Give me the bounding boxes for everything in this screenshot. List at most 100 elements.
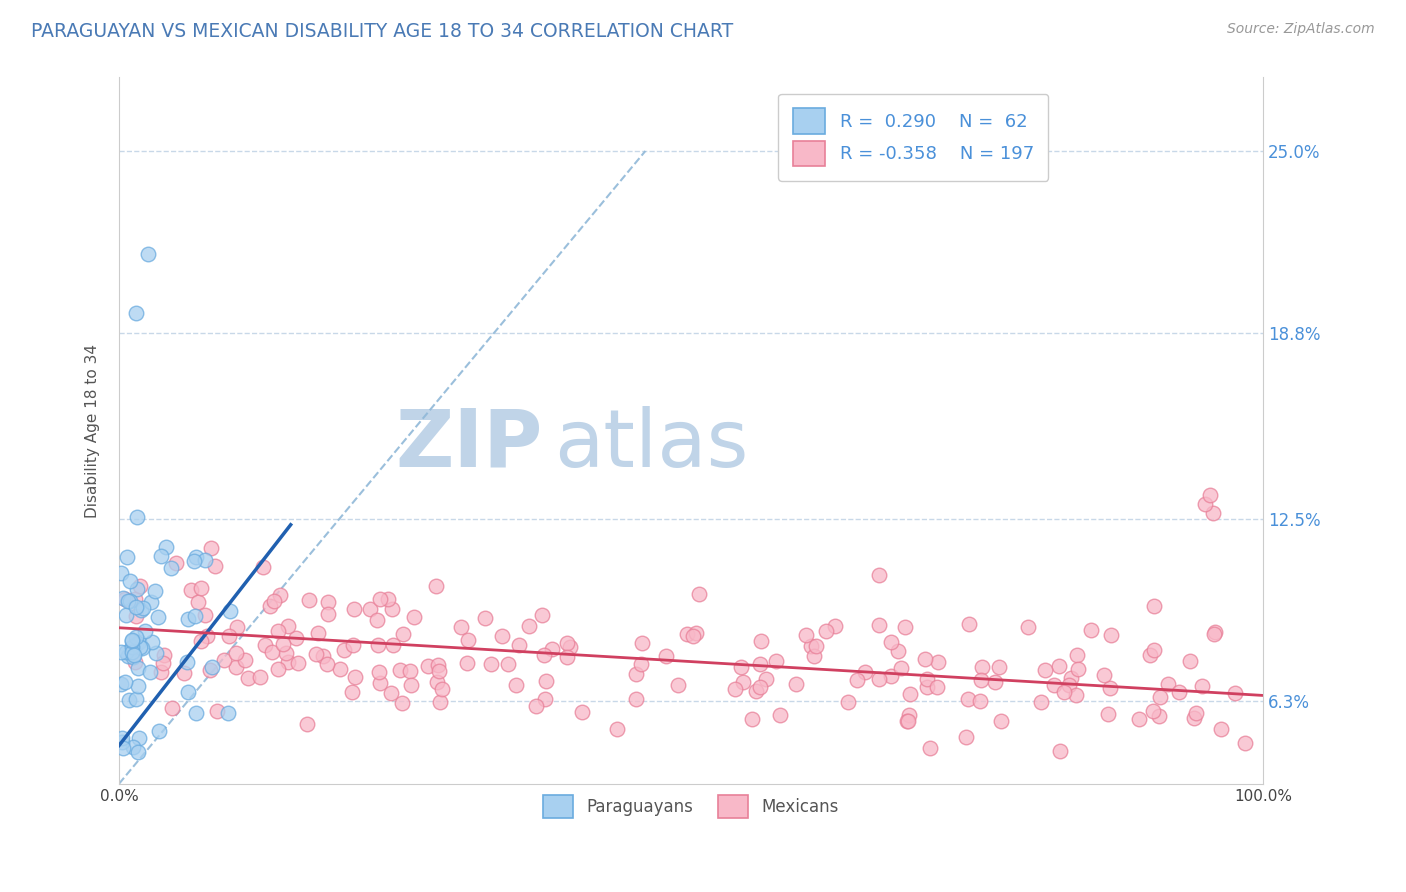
Point: [176, 655, 198, 669]
Point: [491, 629, 513, 643]
Point: [263, 594, 285, 608]
Point: [1080, 623, 1102, 637]
Point: [1042, 678, 1064, 692]
Point: [853, 665, 876, 679]
Point: [970, 673, 993, 688]
Point: [381, 602, 404, 616]
Point: [219, 604, 242, 618]
Point: [233, 653, 256, 667]
Point: [399, 664, 422, 678]
Point: [1143, 643, 1166, 657]
Point: [880, 669, 903, 683]
Point: [343, 602, 366, 616]
Point: [125, 306, 148, 320]
Point: [731, 675, 754, 690]
Point: [132, 600, 155, 615]
Point: [606, 722, 628, 736]
Point: [120, 574, 142, 588]
Point: [1185, 706, 1208, 721]
Point: [1097, 707, 1119, 722]
Point: [956, 691, 979, 706]
Point: [1199, 488, 1222, 502]
Point: [252, 560, 274, 574]
Text: ZIP: ZIP: [395, 406, 543, 483]
Point: [217, 706, 239, 720]
Point: [115, 645, 138, 659]
Point: [316, 607, 339, 622]
Point: [1143, 599, 1166, 613]
Point: [391, 696, 413, 710]
Point: [505, 678, 527, 692]
Point: [1033, 663, 1056, 677]
Point: [824, 618, 846, 632]
Point: [121, 649, 143, 664]
Point: [970, 660, 993, 674]
Point: [180, 582, 202, 597]
Point: [176, 612, 198, 626]
Point: [541, 641, 564, 656]
Point: [769, 708, 792, 723]
Point: [277, 655, 299, 669]
Point: [1066, 688, 1088, 702]
Point: [225, 619, 247, 633]
Point: [785, 677, 807, 691]
Point: [131, 640, 153, 655]
Point: [152, 656, 174, 670]
Point: [1098, 681, 1121, 695]
Text: PARAGUAYAN VS MEXICAN DISABILITY AGE 18 TO 34 CORRELATION CHART: PARAGUAYAN VS MEXICAN DISABILITY AGE 18 …: [31, 22, 733, 41]
Point: [112, 591, 135, 605]
Point: [128, 634, 150, 648]
Point: [305, 647, 328, 661]
Point: [1059, 678, 1081, 692]
Point: [110, 731, 132, 746]
Point: [307, 626, 329, 640]
Point: [165, 556, 187, 570]
Point: [127, 582, 149, 597]
Point: [225, 646, 247, 660]
Point: [1067, 661, 1090, 675]
Point: [118, 594, 141, 608]
Point: [1128, 712, 1150, 726]
Point: [868, 618, 890, 632]
Point: [450, 620, 472, 634]
Point: [1049, 744, 1071, 758]
Point: [117, 593, 139, 607]
Point: [457, 632, 479, 647]
Point: [392, 627, 415, 641]
Point: [959, 616, 981, 631]
Point: [896, 714, 918, 729]
Point: [267, 662, 290, 676]
Point: [630, 657, 652, 671]
Point: [381, 638, 404, 652]
Point: [1053, 685, 1076, 699]
Point: [530, 608, 553, 623]
Point: [748, 680, 770, 694]
Point: [160, 700, 183, 714]
Point: [688, 587, 710, 601]
Point: [249, 670, 271, 684]
Point: [269, 588, 291, 602]
Legend: Paraguayans, Mexicans: Paraguayans, Mexicans: [537, 788, 846, 825]
Point: [342, 638, 364, 652]
Point: [114, 607, 136, 622]
Point: [125, 599, 148, 614]
Point: [917, 681, 939, 695]
Point: [380, 686, 402, 700]
Point: [630, 636, 652, 650]
Point: [236, 671, 259, 685]
Point: [1234, 736, 1257, 750]
Point: [136, 247, 159, 261]
Point: [730, 660, 752, 674]
Point: [134, 624, 156, 638]
Point: [496, 657, 519, 672]
Point: [110, 566, 132, 581]
Point: [316, 657, 339, 672]
Point: [277, 619, 299, 633]
Point: [987, 660, 1010, 674]
Point: [880, 635, 903, 649]
Point: [194, 607, 217, 622]
Point: [368, 676, 391, 690]
Point: [749, 657, 772, 671]
Point: [121, 645, 143, 659]
Point: [184, 706, 207, 720]
